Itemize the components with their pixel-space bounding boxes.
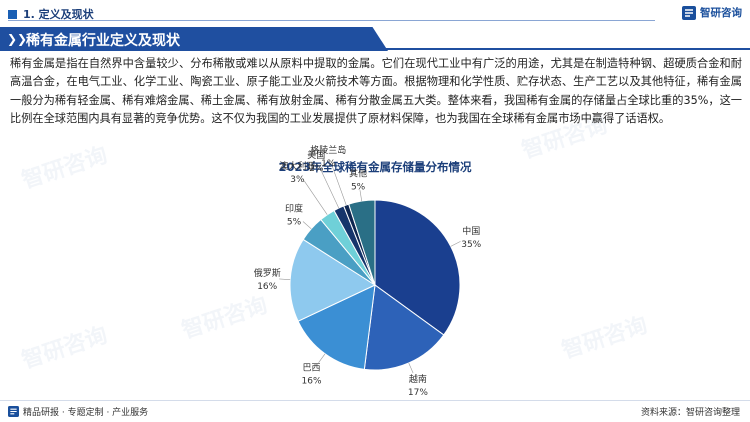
page-title: 稀有金属行业定义及现状 bbox=[26, 33, 180, 49]
header-divider bbox=[8, 20, 655, 21]
slice-value-label-4: 5% bbox=[287, 218, 302, 228]
footer-tagline: 精品研报 · 专题定制 · 产业服务 bbox=[8, 405, 148, 418]
top-bar: 1. 定义及现状 智研咨询 bbox=[0, 0, 750, 26]
pie-slice-2 bbox=[297, 284, 376, 370]
slice-value-label-1: 17% bbox=[408, 388, 428, 398]
slice-name-label-0: 中国 bbox=[462, 225, 480, 237]
leader-line-6 bbox=[321, 170, 340, 209]
intro-paragraph: 稀有金属是指在自然界中含量较少、分布稀散或难以从原料中提取的金属。它们在现代工业… bbox=[10, 57, 742, 125]
slice-value-label-6: 2% bbox=[309, 164, 324, 174]
leader-line-0 bbox=[450, 241, 461, 247]
slice-name-label-6: 美国 bbox=[307, 149, 325, 161]
title-banner: ❯❯ 稀有金属行业定义及现状 bbox=[0, 27, 750, 51]
slice-value-label-3: 16% bbox=[257, 282, 277, 292]
slice-value-label-2: 16% bbox=[302, 376, 322, 386]
brand-logo: 智研咨询 bbox=[682, 5, 742, 20]
footer-tagline-text: 精品研报 · 专题定制 · 产业服务 bbox=[23, 408, 149, 418]
leader-line-4 bbox=[302, 221, 312, 230]
leader-line-2 bbox=[318, 353, 326, 363]
section-title: 1. 定义及现状 bbox=[23, 8, 94, 21]
slice-name-label-3: 俄罗斯 bbox=[254, 267, 281, 279]
slice-name-label-7: 格陵兰岛 bbox=[310, 144, 346, 156]
slice-name-label-8: 其他 bbox=[349, 167, 367, 179]
brand-logo-icon bbox=[8, 406, 19, 417]
leader-line-7 bbox=[332, 166, 347, 206]
arrows-icon: ❯❯ bbox=[7, 32, 28, 46]
slice-name-label-1: 越南 bbox=[409, 373, 427, 385]
slice-value-label-5: 3% bbox=[290, 175, 305, 185]
brand-logo-icon bbox=[682, 5, 696, 20]
slice-name-label-4: 印度 bbox=[285, 203, 303, 215]
banner-underline bbox=[380, 48, 750, 50]
square-bullet-icon bbox=[8, 9, 17, 19]
footer-source: 资料来源：智研咨询整理 bbox=[640, 408, 740, 418]
chart-title: 2023年全球稀有金属存储量分布情况 bbox=[278, 160, 472, 174]
brand-name: 智研咨询 bbox=[700, 7, 742, 19]
pie-slice-3 bbox=[289, 238, 377, 322]
banner-background bbox=[0, 27, 388, 51]
section-label: 1. 定义及现状 bbox=[8, 6, 94, 22]
slice-name-label-2: 巴西 bbox=[303, 362, 321, 373]
leader-line-3 bbox=[279, 278, 291, 280]
footer: 精品研报 · 专题定制 · 产业服务 资料来源：智研咨询整理 bbox=[0, 400, 750, 422]
slice-value-label-7: 1% bbox=[321, 159, 336, 169]
pie-slice-1 bbox=[363, 284, 445, 371]
footer-divider bbox=[0, 400, 750, 401]
slice-name-label-5: 澳大利亚 bbox=[279, 160, 315, 172]
slice-value-label-0: 35% bbox=[461, 240, 481, 250]
slice-value-label-8: 5% bbox=[351, 182, 366, 192]
pie-chart: 中国 35% 越南 17% 巴西 16% 俄罗斯 16% 印度 5% 澳大利亚 3% 美国 2% 格陵兰岛 1… bbox=[254, 144, 482, 398]
leader-line-8 bbox=[359, 190, 362, 202]
pie-slice-0 bbox=[374, 199, 461, 336]
leader-line-1 bbox=[408, 362, 414, 374]
leader-line-5 bbox=[303, 180, 328, 215]
